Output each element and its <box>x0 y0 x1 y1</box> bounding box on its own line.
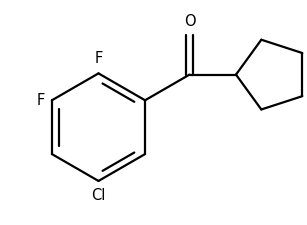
Text: Cl: Cl <box>91 188 106 203</box>
Text: O: O <box>184 14 195 29</box>
Text: F: F <box>94 51 103 66</box>
Text: F: F <box>36 93 45 108</box>
